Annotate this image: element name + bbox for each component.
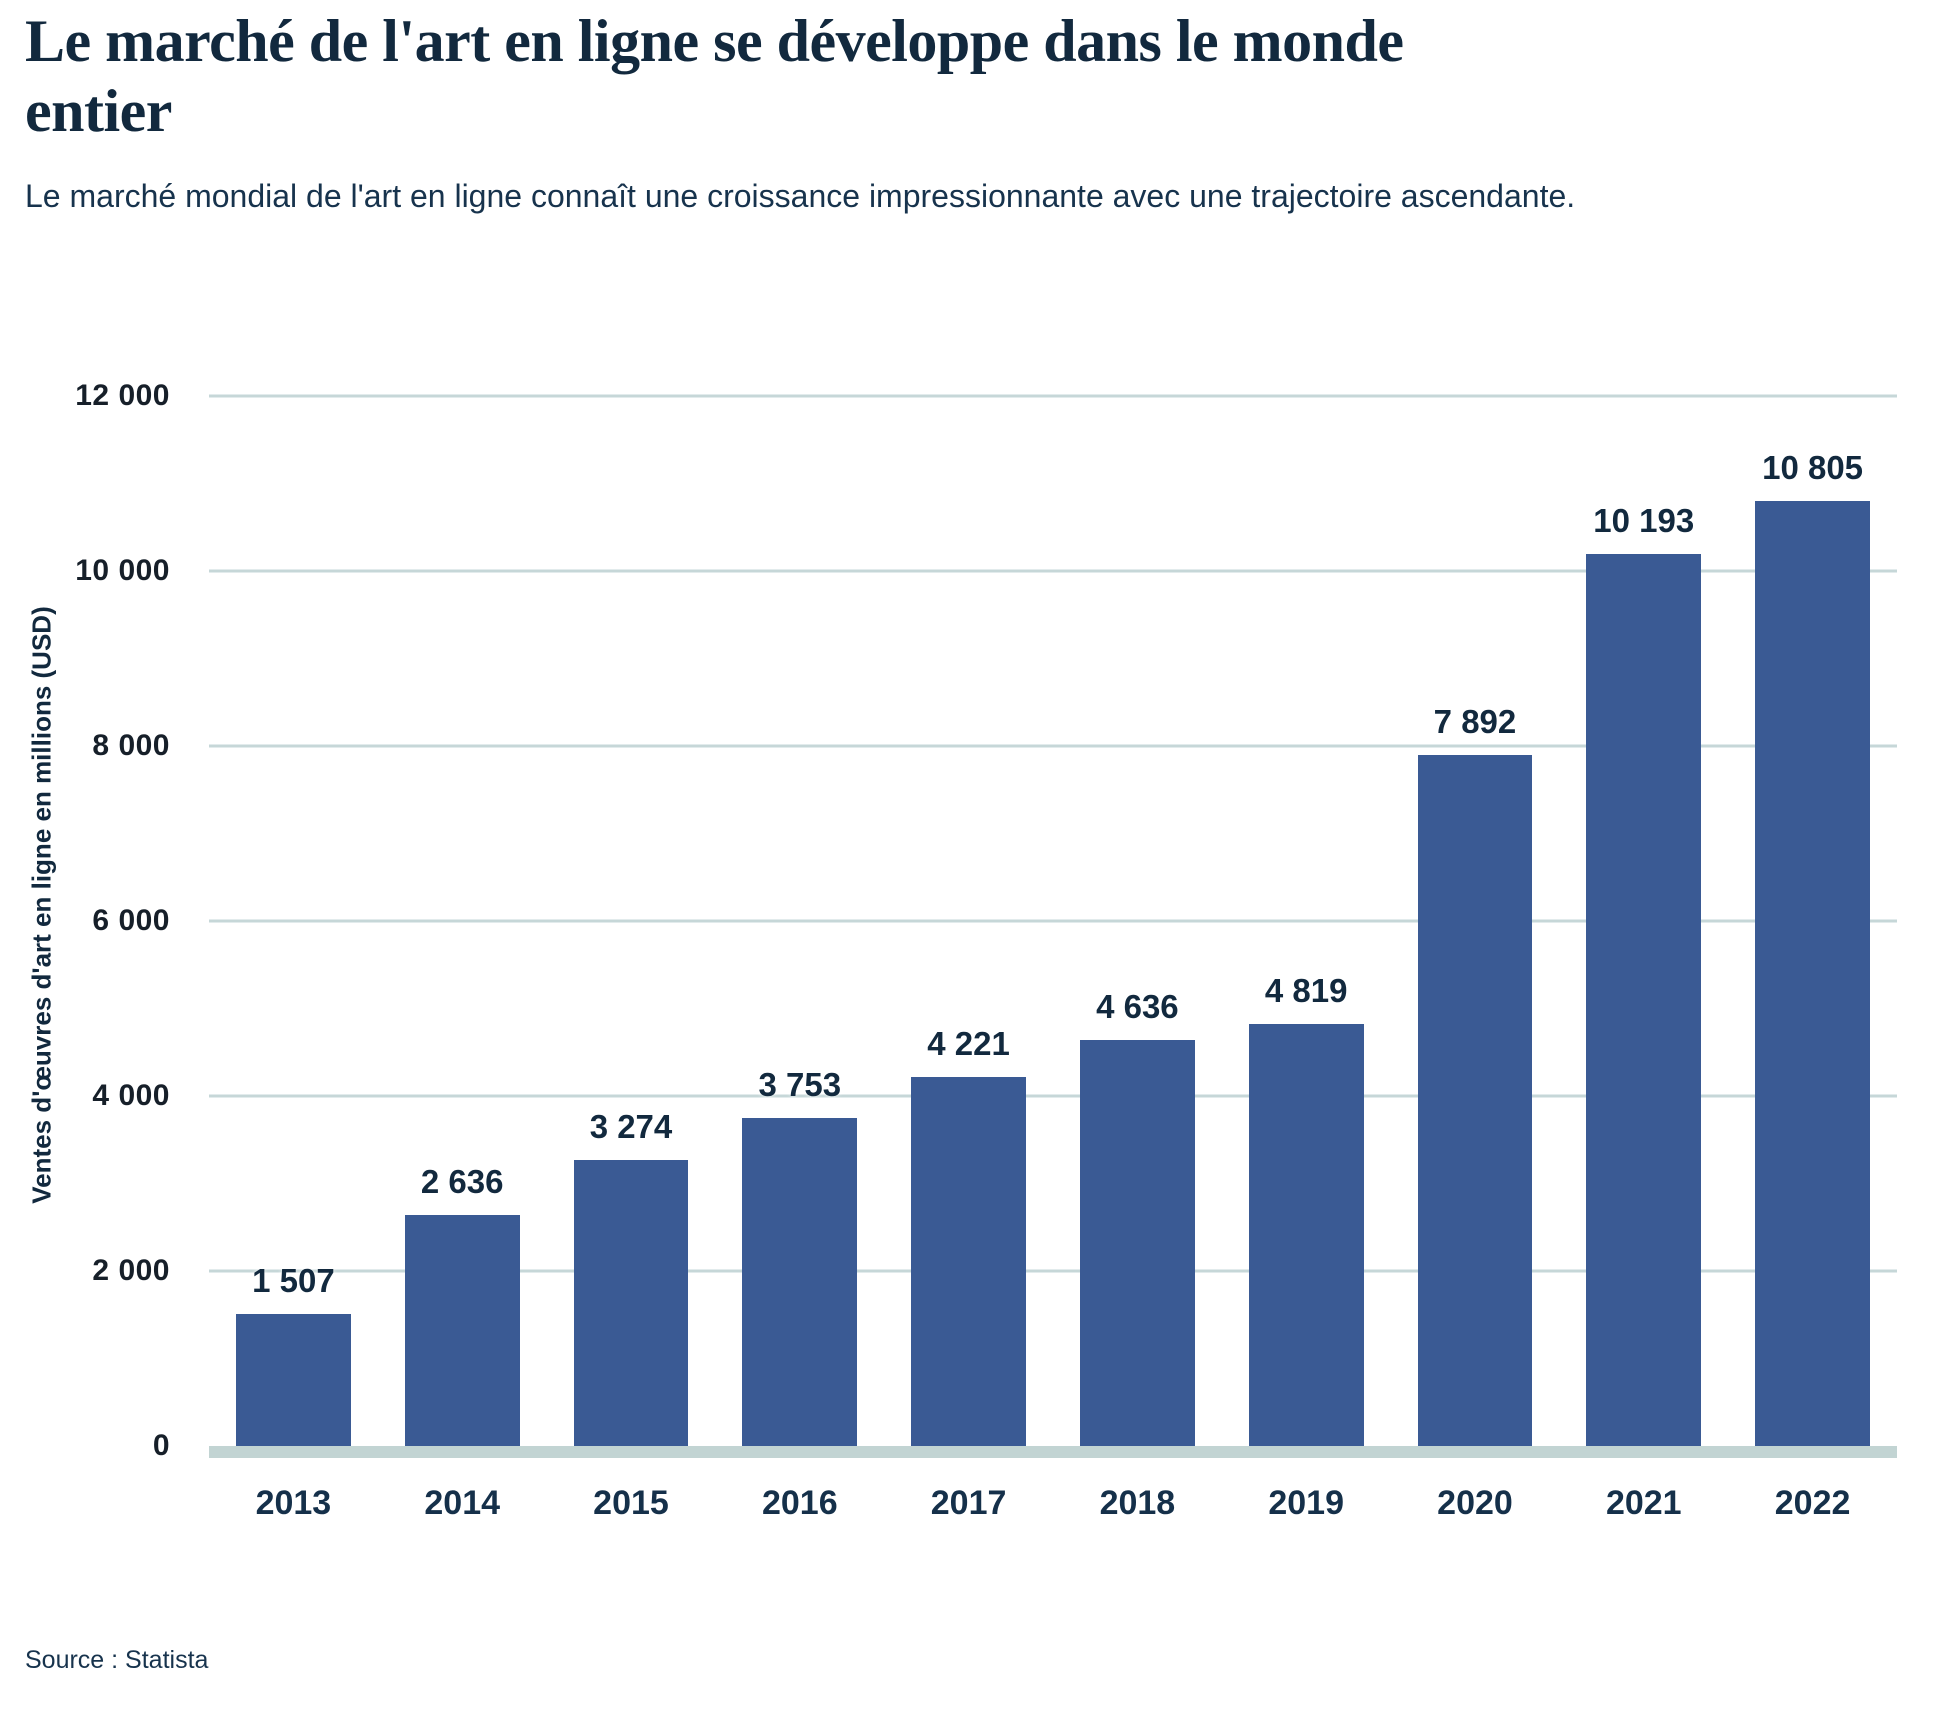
page-title-line-1: Le marché de l'art en ligne se développe…: [25, 8, 1404, 74]
gridline-12000: [209, 394, 1897, 398]
bar-value-label-2013: 1 507: [252, 1262, 335, 1300]
y-tick-label-0: 0: [152, 1429, 170, 1462]
gridline-10000: [209, 569, 1897, 573]
y-tick-label-4000: 4 000: [92, 1079, 170, 1112]
x-tick-label-2017: 2017: [930, 1484, 1007, 1522]
bar-2016: [742, 1117, 858, 1446]
bar-value-label-2018: 4 636: [1096, 988, 1179, 1026]
bar-group-2018: 4 636: [1053, 396, 1222, 1446]
page-title: Le marché de l'art en ligne se développe…: [25, 6, 1915, 146]
bar-value-label-2014: 2 636: [420, 1163, 504, 1201]
y-tick-label-12000: 12 000: [75, 379, 170, 412]
bar-value-label-2015: 3 274: [589, 1107, 673, 1145]
x-tick-label-2019: 2019: [1268, 1484, 1344, 1522]
gridline-4000: [209, 1094, 1897, 1098]
x-tick-label-2016: 2016: [761, 1484, 838, 1522]
x-axis-tick-labels: 2013 2014 2015 2016 2017 2018 2019 2020 2021 2022: [209, 1484, 1897, 1523]
bar-group-2021: 10 193: [1559, 396, 1728, 1446]
x-tick-label-2013: 2013: [255, 1484, 332, 1522]
plot-area: 1 507 2 636 3 274 3 753 4 221 4 636 4 819 7 892…: [209, 394, 1897, 1458]
bar-value-label-2017: 4 221: [927, 1024, 1010, 1062]
bar-group-2022: 10 805: [1728, 396, 1897, 1446]
bar-2020: [1417, 755, 1533, 1446]
x-tick-label-2022: 2022: [1774, 1484, 1851, 1522]
gridline-6000: [209, 919, 1897, 923]
bar-group-2020: 7 892: [1391, 396, 1560, 1446]
x-axis-baseline: [209, 1446, 1897, 1458]
bar-value-label-2021: 10 193: [1593, 502, 1695, 540]
gridline-2000: [209, 1269, 1897, 1273]
bar-2014: [404, 1215, 520, 1446]
bar-group-2013: 1 507: [209, 396, 378, 1446]
page-subtitle: Le marché mondial de l'art en ligne conn…: [25, 178, 1576, 214]
x-tick-label-2014: 2014: [424, 1484, 501, 1522]
chart-header: Le marché de l'art en ligne se développe…: [25, 0, 1915, 214]
bar-2013: [236, 1314, 351, 1446]
bar-group-2017: 4 221: [884, 396, 1053, 1446]
bar-value-label-2016: 3 753: [758, 1065, 842, 1103]
bar-group-2015: 3 274: [547, 396, 716, 1446]
bar-2017: [911, 1076, 1026, 1446]
bar-value-label-2020: 7 892: [1433, 703, 1517, 741]
bar-2019: [1248, 1024, 1364, 1446]
bar-value-label-2019: 4 819: [1264, 972, 1348, 1010]
y-tick-label-2000: 2 000: [92, 1254, 170, 1287]
y-tick-label-6000: 6 000: [92, 904, 170, 937]
bars-row: 1 507 2 636 3 274 3 753 4 221 4 636 4 819 7 892…: [209, 396, 1897, 1446]
source-note: Source : Statista: [25, 1646, 209, 1674]
x-tick-label-2015: 2015: [593, 1484, 669, 1522]
bar-group-2014: 2 636: [378, 396, 547, 1446]
bar-2018: [1079, 1040, 1195, 1446]
bar-group-2019: 4 819: [1222, 396, 1391, 1446]
y-axis-tick-labels: 0 2 000 4 000 6 000 8 000 10 000 12 000: [0, 379, 170, 1462]
x-tick-label-2020: 2020: [1437, 1484, 1513, 1522]
y-tick-label-8000: 8 000: [92, 729, 170, 762]
bar-value-label-2022: 10 805: [1762, 448, 1864, 486]
bar-2022: [1755, 500, 1870, 1446]
page-title-line-2: entier: [25, 78, 172, 144]
gridline-8000: [209, 744, 1897, 748]
y-tick-label-10000: 10 000: [75, 554, 170, 587]
bar-2021: [1586, 554, 1702, 1446]
bar-2015: [573, 1159, 689, 1446]
x-tick-label-2021: 2021: [1605, 1484, 1682, 1522]
x-tick-label-2018: 2018: [1099, 1484, 1176, 1522]
bar-group-2016: 3 753: [715, 396, 884, 1446]
